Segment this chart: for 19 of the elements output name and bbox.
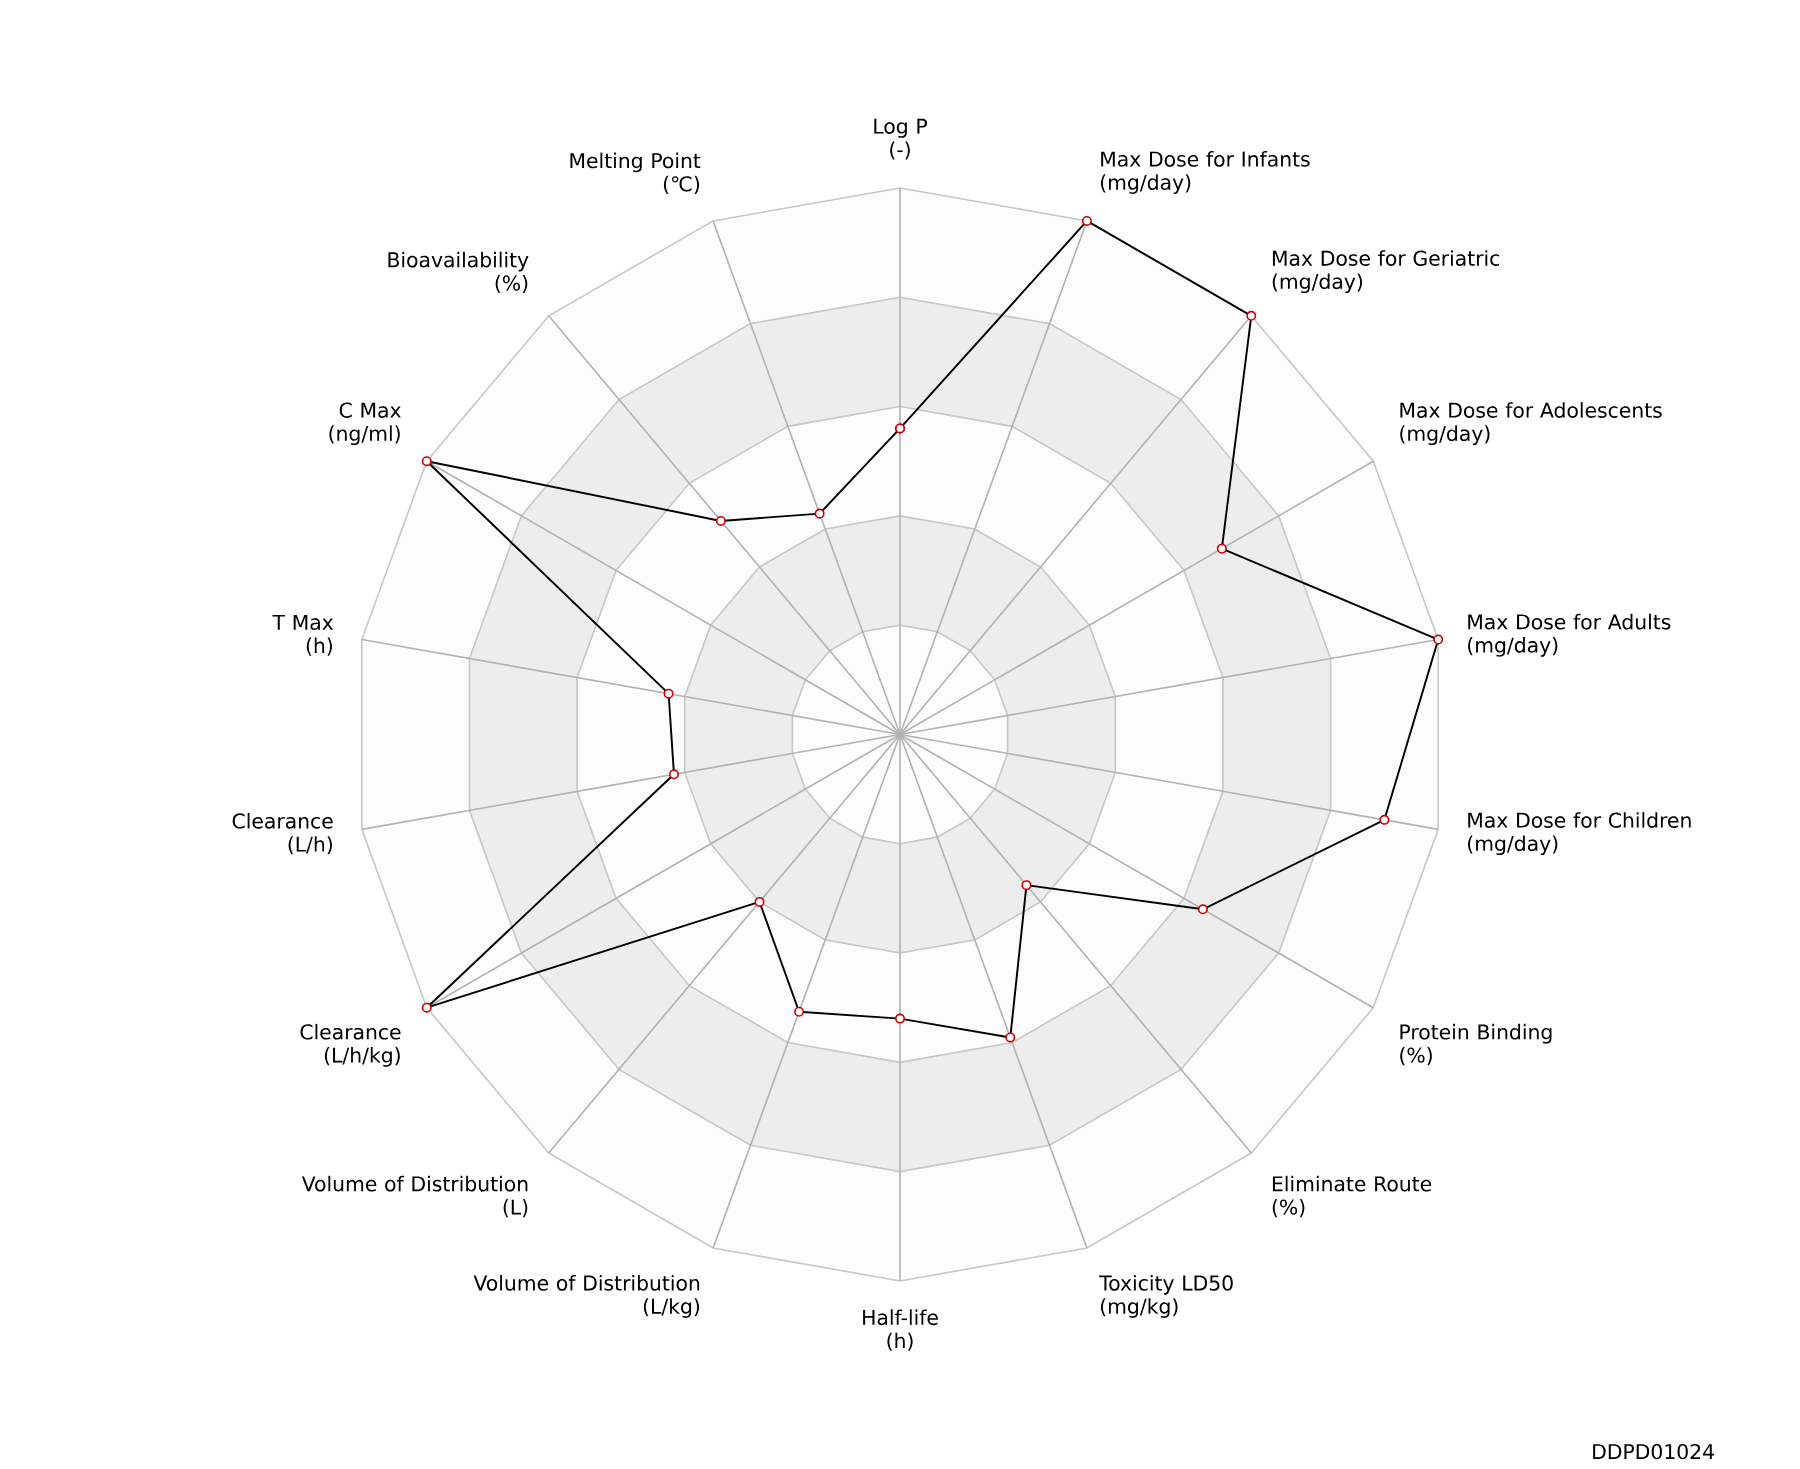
spoke-label: Max Dose for Children (mg/day): [1468, 812, 1691, 856]
spoke-label: Clearance (L/h/kg): [300, 1023, 401, 1067]
text: DDPD01024: [1593, 1443, 1714, 1460]
spoke-label: Half-life (h): [863, 1309, 938, 1351]
spoke-label: Log P (-): [874, 118, 928, 160]
spoke-label: Max Dose for Infants (mg/day): [1100, 151, 1310, 194]
spoke-label: Eliminate Route (%): [1272, 1175, 1432, 1218]
spoke-label: Protein Binding (%): [1400, 1023, 1552, 1066]
spoke-label: Volume of Distribution (L/kg): [473, 1275, 700, 1318]
spoke-label: Max Dose for Adolescents (mg/day): [1400, 402, 1662, 446]
spoke-label: Melting Point (℃): [570, 152, 701, 194]
spoke-label: Max Dose for Adults (mg/day): [1468, 613, 1671, 657]
spoke-label: Toxicity LD50 (mg/kg): [1099, 1275, 1233, 1318]
spoke-label: Clearance (L/h): [232, 812, 333, 855]
spoke-label: Max Dose for Geriatric (mg/day): [1272, 250, 1500, 294]
spoke-label: C Max (ng/ml): [329, 402, 401, 446]
spoke-label: Volume of Distribution (L): [301, 1175, 528, 1218]
spoke-label: Bioavailability (%): [388, 251, 529, 294]
spoke-label: T Max (h): [272, 614, 334, 656]
